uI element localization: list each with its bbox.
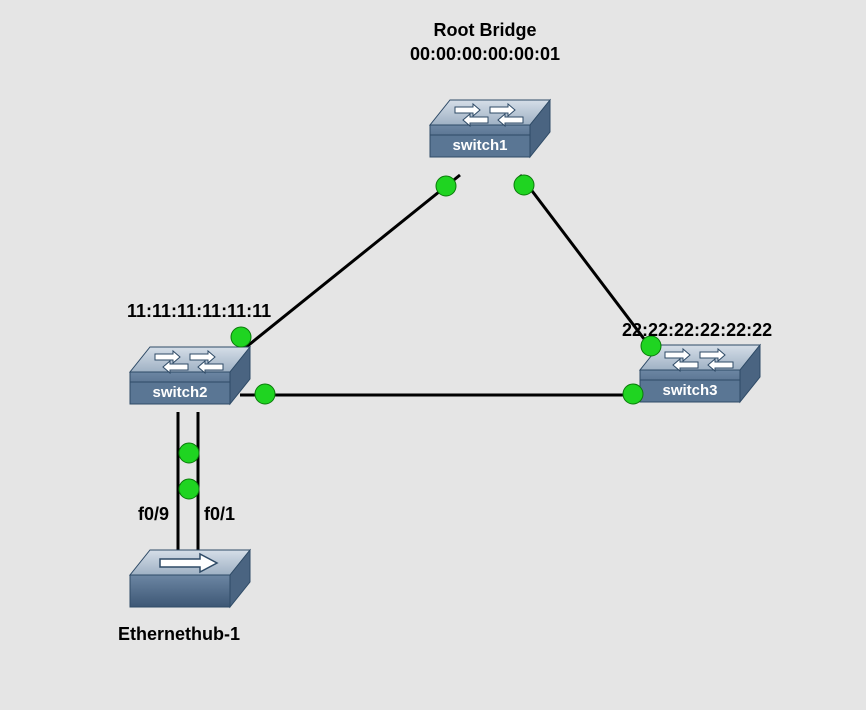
title-line1: Root Bridge: [395, 20, 575, 41]
port-dot: [514, 175, 534, 195]
port-dot: [623, 384, 643, 404]
port-dot: [436, 176, 456, 196]
mac-switch2: 11:11:11:11:11:11: [127, 301, 271, 322]
network-canvas: Root Bridge 00:00:00:00:00:01 11:11:11:1…: [0, 0, 866, 710]
mac-switch3: 22:22:22:22:22:22: [622, 320, 772, 341]
device-switch1[interactable]: [430, 100, 550, 157]
port-dot: [179, 443, 199, 463]
title-line2: 00:00:00:00:00:01: [385, 44, 585, 65]
port-dot: [231, 327, 251, 347]
port-label-f0-1: f0/1: [204, 504, 235, 525]
label-hub: Ethernethub-1: [118, 624, 240, 645]
device-hub[interactable]: [130, 550, 250, 607]
port-dots: [179, 175, 661, 499]
port-dot: [255, 384, 275, 404]
device-layer: [0, 0, 866, 710]
device-switch2[interactable]: [130, 347, 250, 404]
port-dot: [179, 479, 199, 499]
port-label-f0-9: f0/9: [138, 504, 169, 525]
